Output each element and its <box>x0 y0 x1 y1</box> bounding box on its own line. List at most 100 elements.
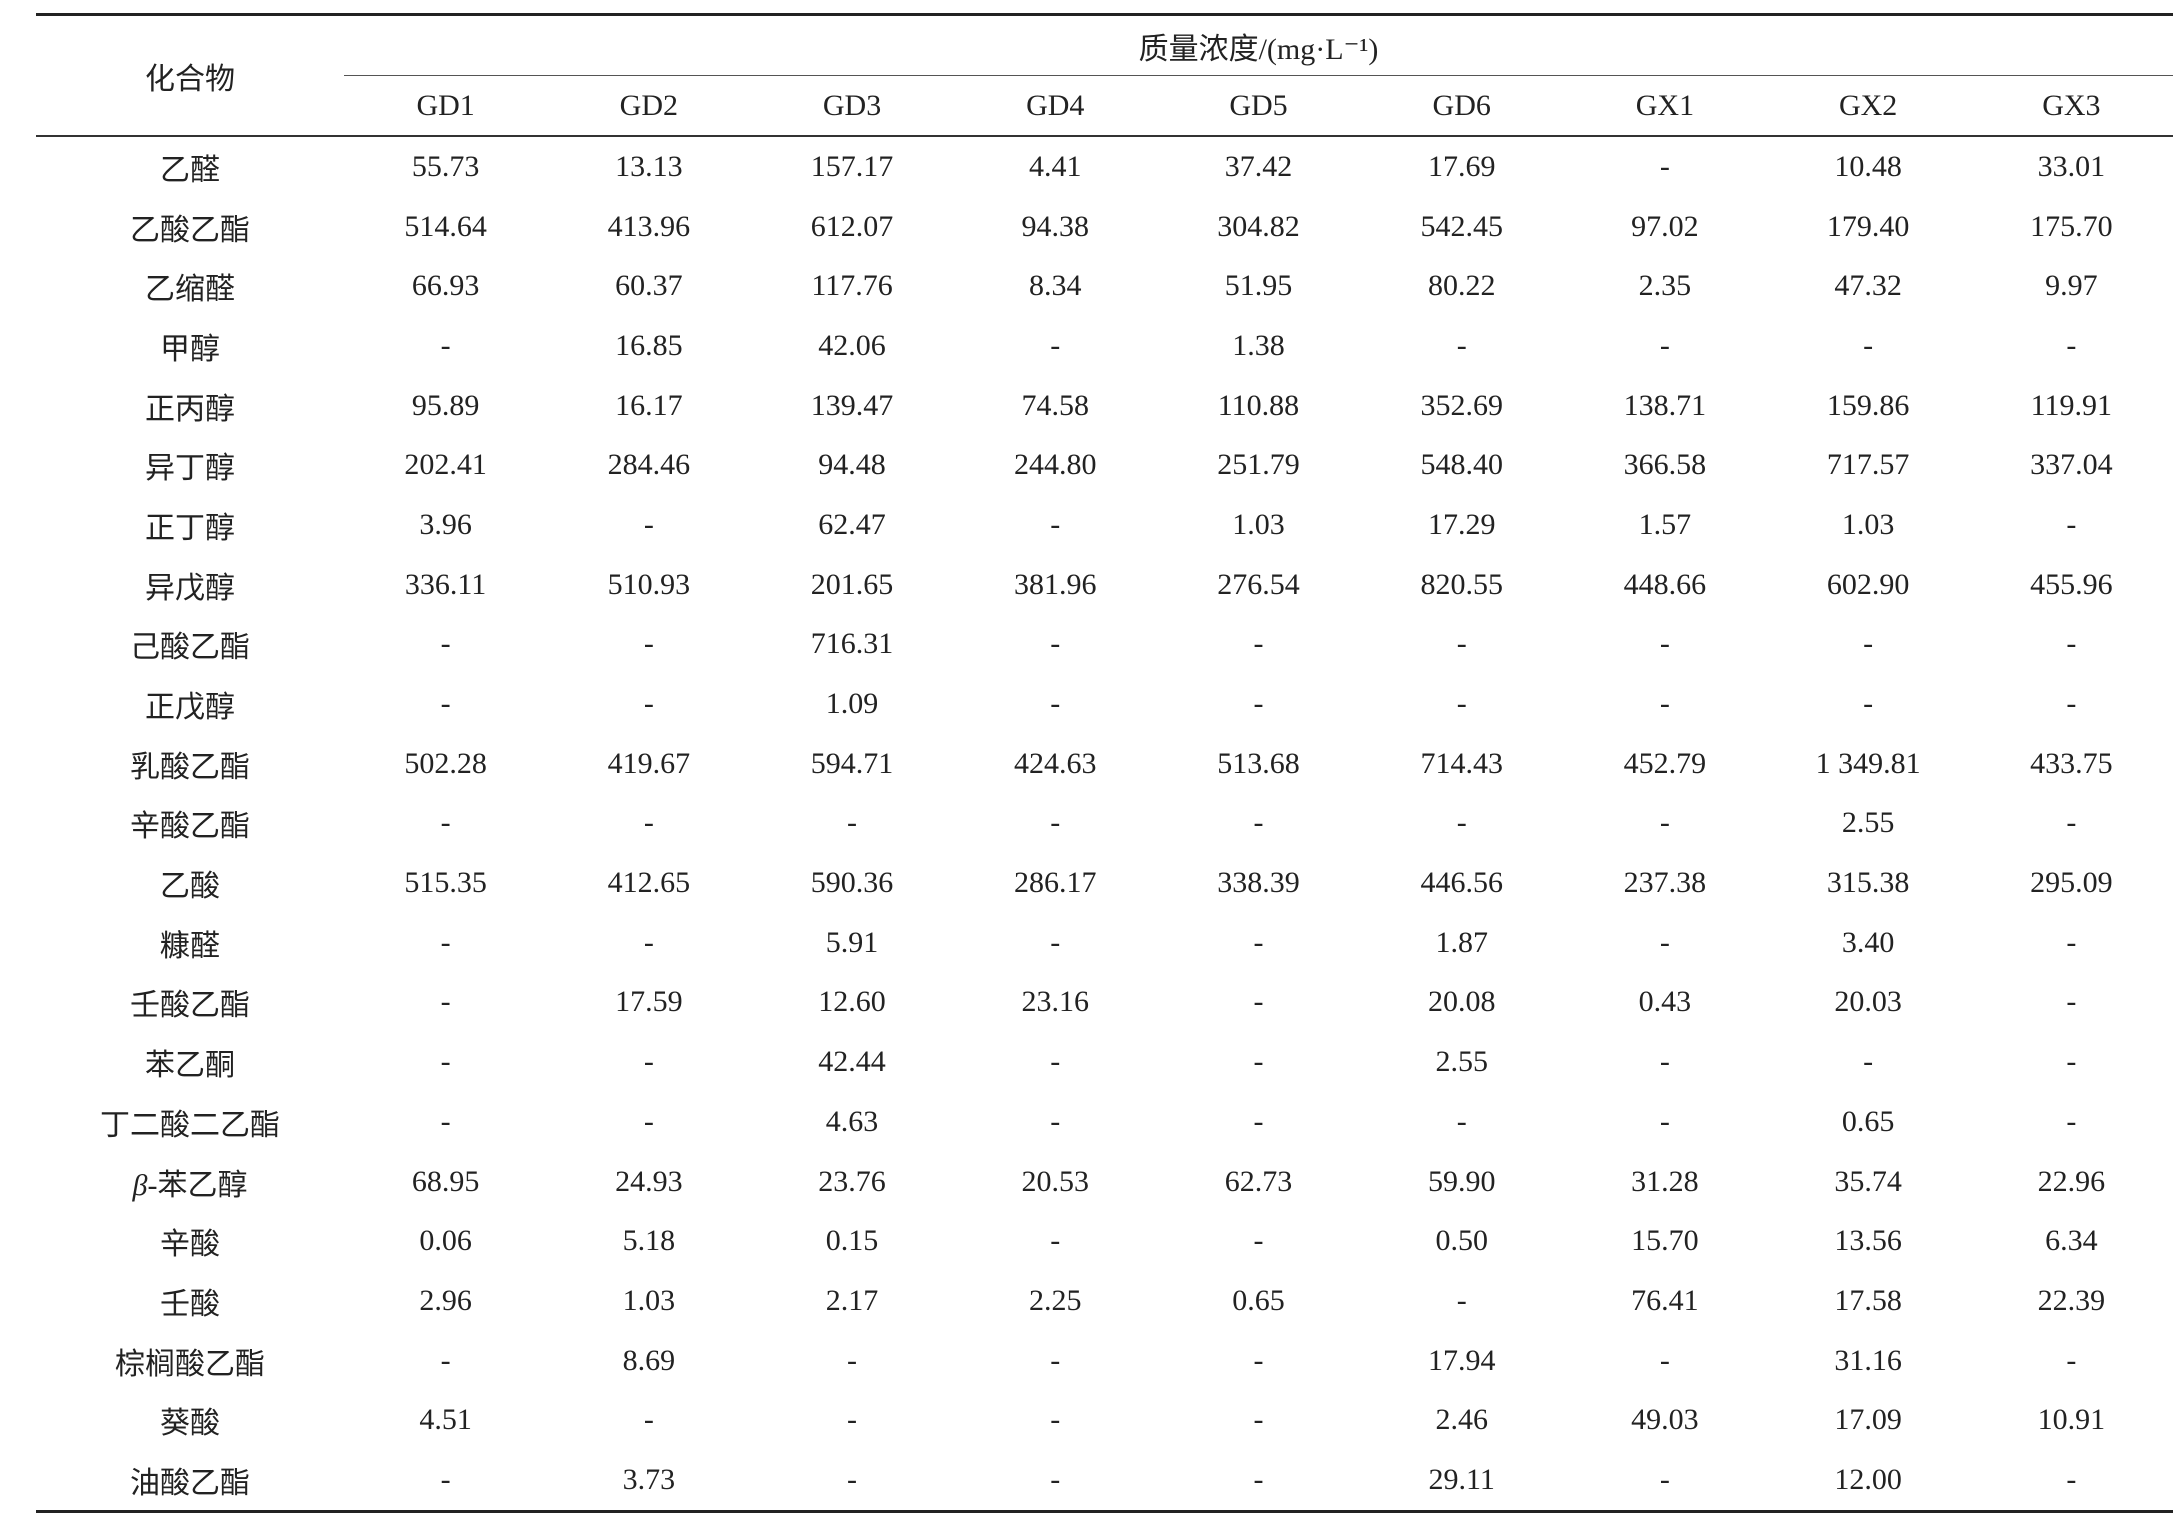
table-cell: 55.73 <box>411 149 480 183</box>
table-cell: 336.11 <box>404 567 487 601</box>
table-cell: 433.75 <box>2030 746 2113 780</box>
table-cell: 10.91 <box>2037 1403 2106 1437</box>
table-cell: 80.22 <box>1427 269 1496 303</box>
concentration-group-header: 质量浓度/(mg·L⁻¹) <box>344 13 2173 76</box>
table-cell: 510.93 <box>607 567 691 601</box>
compound-name: 甲醇 <box>160 332 220 366</box>
table-cell: 424.63 <box>1014 746 1097 780</box>
table-row: 丁二酸二乙酯 - - 4.63 - - - - 0.65 - <box>36 1092 2173 1152</box>
table-cell: 514.64 <box>404 209 487 243</box>
table-cell: 1.03 <box>622 1283 676 1317</box>
table-cell: - <box>1253 1343 1264 1377</box>
table-cell: 31.16 <box>1834 1343 1902 1377</box>
table-cell: - <box>1253 806 1264 840</box>
table-cell: 338.39 <box>1217 866 1300 900</box>
table-cell: 20.08 <box>1427 985 1496 1019</box>
table-cell: 68.95 <box>411 1164 480 1198</box>
column-header-gd5: GD5 <box>1156 75 1361 137</box>
compound-name: 辛酸乙酯 <box>130 810 250 844</box>
table-cell: - <box>440 627 451 661</box>
table-cell: - <box>440 1343 451 1377</box>
table-cell: 110.88 <box>1217 388 1300 422</box>
table-cell: - <box>1659 149 1670 183</box>
table-cell: 10.48 <box>1834 149 1902 183</box>
table-cell: - <box>2066 985 2077 1019</box>
table-cell: - <box>440 687 451 721</box>
table-cell: - <box>344 1450 548 1513</box>
compound-name: 乙酸 <box>160 870 220 904</box>
table-cell: 23.16 <box>1021 985 1090 1019</box>
table-row: 异戊醇 336.11 510.93 201.65 381.96 276.54 820.55 4… <box>36 555 2173 615</box>
table-cell: - <box>643 1403 654 1437</box>
table-cell: 17.29 <box>1427 507 1496 541</box>
table-cell: 513.68 <box>1217 746 1300 780</box>
table-cell: 17.94 <box>1427 1343 1496 1377</box>
table-cell: 159.86 <box>1826 388 1910 422</box>
table-cell: - <box>1050 507 1061 541</box>
table-cell: 4.63 <box>825 1104 879 1138</box>
table-cell: 0.65 <box>1841 1104 1895 1138</box>
table-cell: 60.37 <box>615 269 683 303</box>
table-cell: 66.93 <box>411 269 480 303</box>
table-cell: 0.43 <box>1638 985 1692 1019</box>
table-cell: - <box>1659 806 1670 840</box>
compound-name: 苯乙酮 <box>145 1049 235 1083</box>
table-cell: - <box>1456 1283 1467 1317</box>
concentration-table: 化合物 质量浓度/(mg·L⁻¹) GD1 GD2 GD3 GD4 GD5 GD6 GX1 G… <box>36 13 2173 1513</box>
table-cell: - <box>1050 1343 1061 1377</box>
table-cell: 612.07 <box>810 209 894 243</box>
column-header-gd1: GD1 <box>344 75 548 137</box>
compound-name: β-苯乙醇 <box>132 1168 248 1202</box>
table-cell: 42.44 <box>818 1045 886 1079</box>
table-cell: 548.40 <box>1420 448 1503 482</box>
table-cell: 590.36 <box>810 866 894 900</box>
table-cell: - <box>1863 687 1874 721</box>
table-row: 乙醛 55.73 13.13 157.17 4.41 37.42 17.69 - 10.48 33… <box>36 136 2173 197</box>
column-header-gd4: GD4 <box>953 75 1157 137</box>
table-cell: 1.38 <box>1232 328 1285 362</box>
table-cell: - <box>643 925 654 959</box>
table-cell: - <box>953 1450 1157 1513</box>
compound-name: 葵酸 <box>160 1407 220 1441</box>
table-cell: 455.96 <box>2030 567 2113 601</box>
compound-name: 油酸乙酯 <box>36 1450 344 1513</box>
table-cell: 716.31 <box>810 627 894 661</box>
table-row: 正戊醇 - - 1.09 - - - - - - <box>36 674 2173 734</box>
table-cell: - <box>1253 1403 1264 1437</box>
compound-name: 棕榈酸乙酯 <box>115 1347 265 1381</box>
table-cell: 419.67 <box>607 746 691 780</box>
table-cell: - <box>643 1045 654 1079</box>
table-cell: 12.60 <box>818 985 886 1019</box>
table-cell: - <box>1253 1104 1264 1138</box>
table-cell: 594.71 <box>810 746 894 780</box>
table-cell: 515.35 <box>404 866 487 900</box>
table-cell: 337.04 <box>2030 448 2113 482</box>
table-cell: 3.96 <box>419 507 472 541</box>
table-cell: 2.96 <box>419 1283 472 1317</box>
table-cell: 20.53 <box>1021 1164 1090 1198</box>
column-header-gd3: GD3 <box>750 75 954 137</box>
table-cell: 820.55 <box>1420 567 1503 601</box>
table-cell: 5.91 <box>825 925 879 959</box>
compound-name: 正丁醇 <box>145 511 235 545</box>
table-cell: 412.65 <box>607 866 691 900</box>
table-cell: - <box>2066 1104 2077 1138</box>
table-cell: 3.73 <box>547 1450 751 1513</box>
table-cell: 97.02 <box>1631 209 1699 243</box>
table-cell: 1.03 <box>1841 507 1895 541</box>
table-cell: - <box>1659 1104 1670 1138</box>
table-row: 壬酸 2.96 1.03 2.17 2.25 0.65 - 76.41 17.58 22.39 <box>36 1271 2173 1331</box>
table-cell: - <box>1253 1045 1264 1079</box>
table-cell: 13.13 <box>615 149 683 183</box>
compound-name: 辛酸 <box>160 1228 220 1262</box>
table-row: 异丁醇 202.41 284.46 94.48 244.80 251.79 548.40 36… <box>36 435 2173 495</box>
table-cell: - <box>2066 507 2077 541</box>
table-cell: 0.65 <box>1232 1283 1285 1317</box>
table-cell: 139.47 <box>810 388 894 422</box>
table-cell: 35.74 <box>1834 1164 1902 1198</box>
table-cell: - <box>1563 1450 1767 1513</box>
table-cell: 24.93 <box>615 1164 683 1198</box>
table-cell: - <box>440 985 451 1019</box>
table-cell: 717.57 <box>1826 448 1910 482</box>
table-cell: - <box>2066 806 2077 840</box>
